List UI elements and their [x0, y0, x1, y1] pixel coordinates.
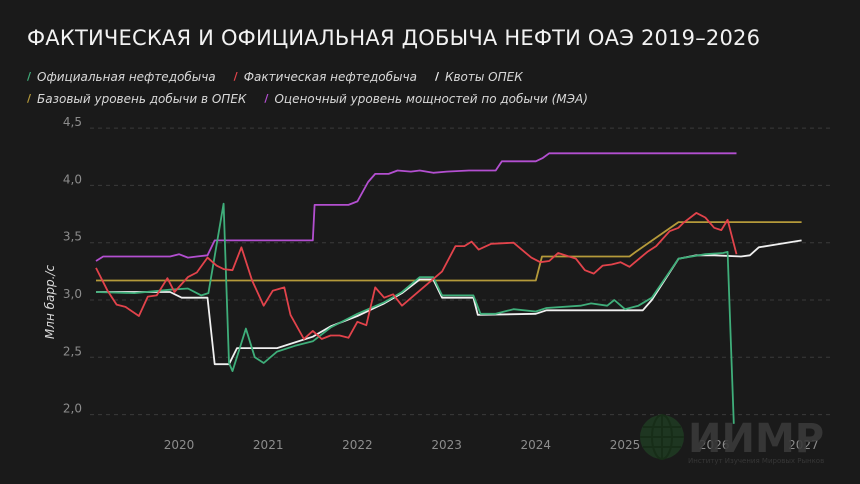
x-tick-label: 2022: [342, 438, 373, 452]
watermark-subtitle: Институт Изучения Мировых Рынков: [688, 457, 824, 465]
series-line: [95, 211, 738, 340]
legend-row-1: / Официальная нефтедобыча / Фактическая …: [27, 66, 588, 88]
legend-item-official[interactable]: / Официальная нефтедобыча: [27, 66, 216, 88]
y-tick-label: 3,0: [63, 287, 82, 301]
y-tick-label: 3,5: [63, 230, 82, 244]
legend-label: Квоты ОПЕК: [444, 70, 523, 84]
y-tick-label: 2,0: [63, 402, 82, 416]
slash-icon: /: [434, 70, 439, 83]
legend-label: Фактическая нефтедобыча: [243, 70, 417, 84]
y-tick-label: 4,5: [63, 115, 82, 129]
legend-label: Оценочный уровень мощностей по добычи (М…: [274, 92, 588, 106]
x-tick-label: 2023: [431, 438, 462, 452]
x-axis-ticks: 2020 2021 2022 2023 2024 2025 2026 2027: [164, 438, 819, 452]
y-axis-label: Млн барр./с: [43, 265, 57, 340]
series-line: [95, 202, 735, 424]
watermark: ИИМР Институт Изучения Мировых Рынков: [640, 414, 824, 465]
series-lines: [95, 152, 802, 424]
y-tick-label: 2,5: [63, 344, 82, 358]
slash-icon: /: [264, 92, 269, 105]
legend-label: Официальная нефтедобыча: [37, 70, 216, 84]
x-tick-label: 2021: [253, 438, 284, 452]
x-tick-label: 2026: [699, 438, 730, 452]
y-tick-label: 4,0: [63, 172, 82, 186]
slash-icon: /: [233, 70, 238, 83]
series-line: [95, 152, 737, 262]
series-line: [96, 221, 802, 282]
x-tick-label: 2020: [164, 438, 195, 452]
globe-icon: [640, 414, 684, 460]
legend-item-baseline[interactable]: / Базовый уровень добычи в ОПЕК: [27, 88, 246, 110]
slash-icon: /: [27, 92, 32, 105]
legend-item-quota[interactable]: / Квоты ОПЕК: [435, 66, 523, 88]
x-tick-label: 2024: [521, 438, 552, 452]
legend-row-2: / Базовый уровень добычи в ОПЕК / Оценоч…: [27, 88, 588, 110]
x-tick-label: 2027: [788, 438, 819, 452]
legend: / Официальная нефтедобыча / Фактическая …: [27, 66, 588, 110]
legend-item-capacity[interactable]: / Оценочный уровень мощностей по добычи …: [264, 88, 587, 110]
x-tick-label: 2025: [610, 438, 641, 452]
legend-label: Базовый уровень добычи в ОПЕК: [37, 92, 247, 106]
y-axis-ticks: 2,0 2,5 3,0 3,5 4,0 4,5: [63, 115, 82, 416]
slash-icon: /: [27, 70, 32, 83]
chart-title: ФАКТИЧЕСКАЯ И ОФИЦИАЛЬНАЯ ДОБЫЧА НЕФТИ О…: [27, 26, 761, 50]
watermark-logo: ИИМР: [688, 416, 824, 462]
legend-item-actual[interactable]: / Фактическая нефтедобыча: [234, 66, 417, 88]
